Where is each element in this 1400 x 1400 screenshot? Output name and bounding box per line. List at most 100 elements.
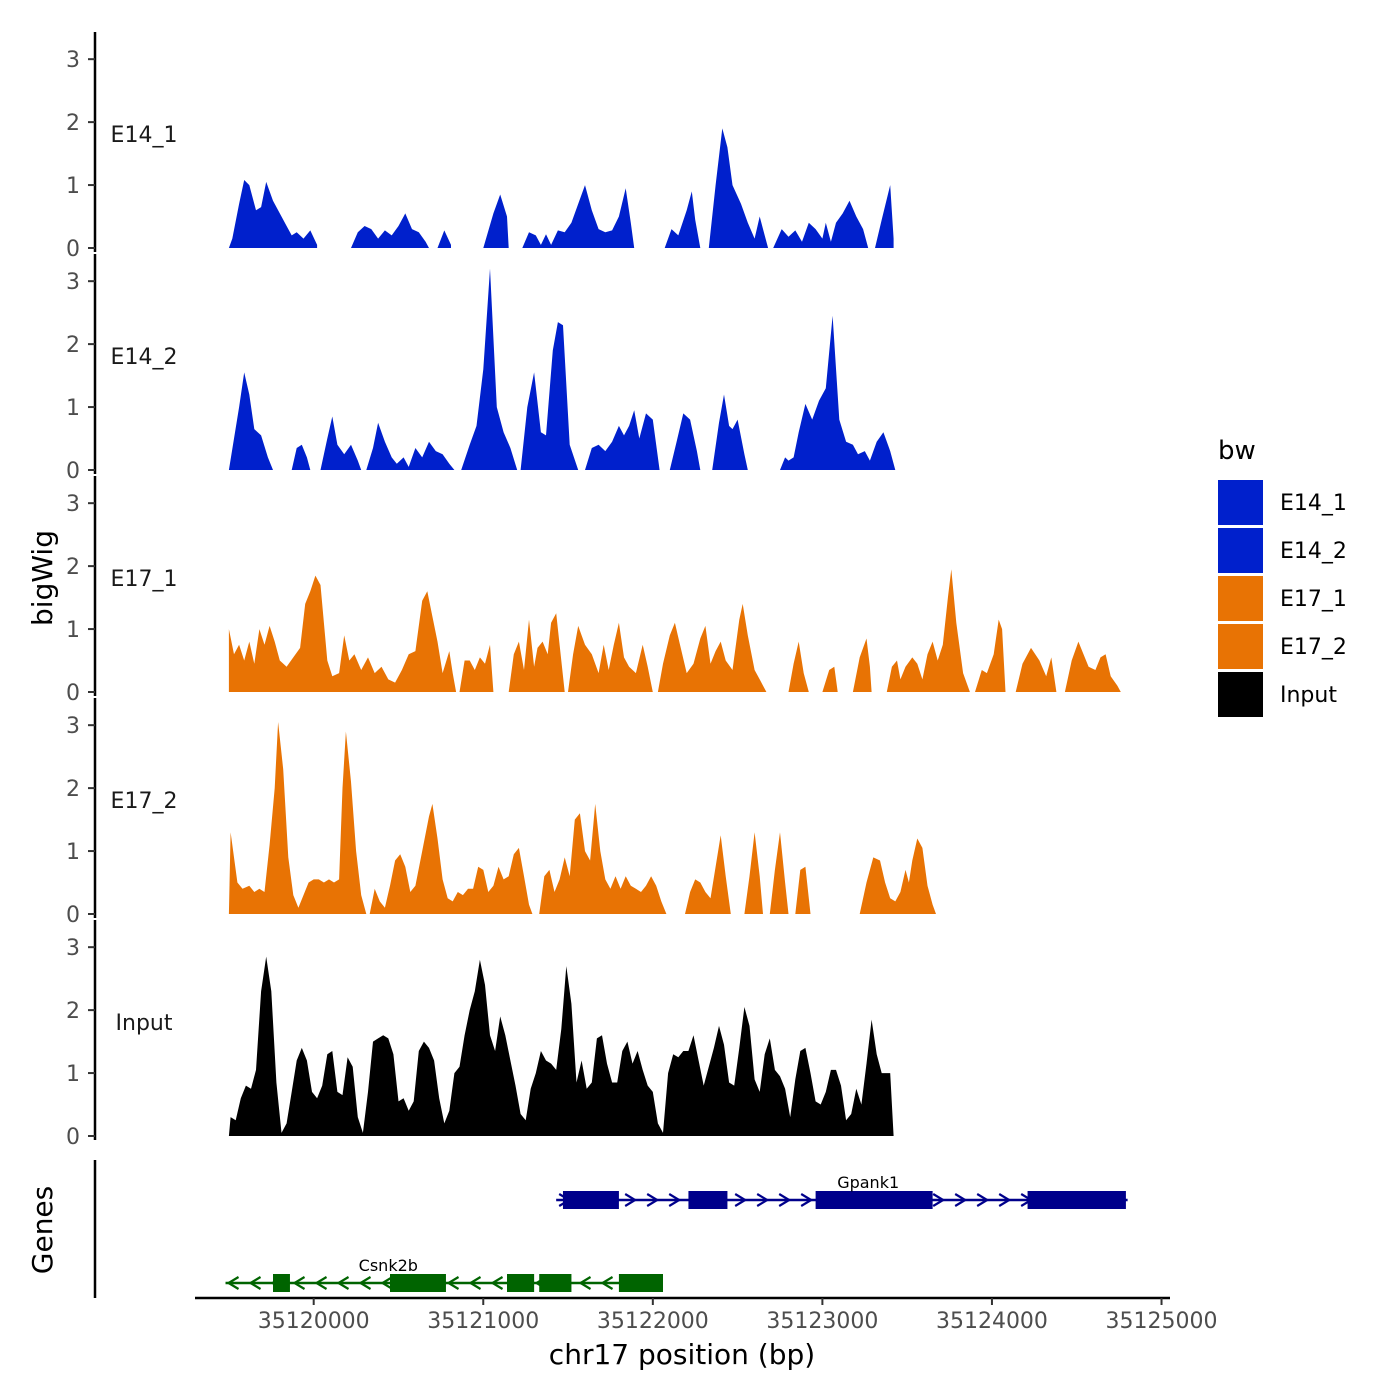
strand-arrow	[998, 1193, 1012, 1207]
strand-arrow	[358, 1276, 372, 1290]
y-tick-label: 0	[66, 459, 80, 484]
exon	[1027, 1191, 1126, 1209]
legend-label: E14_1	[1280, 491, 1347, 516]
track-label: E17_2	[111, 789, 178, 814]
x-tick-label: 35121000	[427, 1309, 539, 1334]
exon	[390, 1274, 446, 1292]
track-E17_2: 0 1 2 3 E17_2	[66, 698, 936, 928]
strand-arrow	[380, 1276, 394, 1290]
y-axis-title: bigWig	[26, 530, 59, 626]
strand-arrow	[248, 1276, 262, 1290]
y-tick-label: 2	[66, 333, 80, 358]
y-tick-label: 2	[66, 111, 80, 136]
y-tick-label: 3	[66, 492, 80, 517]
track-label: E14_2	[111, 345, 178, 370]
gene-Csnk2b: Csnk2b	[225, 1256, 663, 1292]
y-tick-label: 1	[66, 840, 80, 865]
strand-arrow	[336, 1276, 350, 1290]
strand-arrow	[976, 1193, 990, 1207]
legend-swatch	[1218, 576, 1263, 621]
legend-item: Input	[1218, 672, 1337, 717]
legend-label: E17_1	[1280, 587, 1347, 612]
legend-swatch	[1218, 624, 1263, 669]
gene-track: Gpank1 Csnk2b	[93, 1160, 1128, 1298]
legend-item: E14_2	[1218, 528, 1347, 573]
gene-label: Gpank1	[837, 1173, 899, 1192]
strand-arrow	[446, 1276, 460, 1290]
y-tick-label: 1	[66, 1062, 80, 1087]
track-Input: 0 1 2 3 Input	[66, 920, 894, 1150]
track-panels: 0 1 2 3 E14_1 0 1 2 3 E14_2 0 1 2 3 E17_1 0 1 2 3 E17_2 0 1 2 3…	[66, 32, 1121, 1150]
strand-arrow	[314, 1276, 328, 1290]
series-area-E14_1	[228, 128, 894, 248]
exon	[539, 1274, 572, 1292]
y-tick-label: 3	[66, 936, 80, 961]
track-label: E17_1	[111, 567, 178, 592]
y-tick-label: 1	[66, 396, 80, 421]
legend-swatch	[1218, 528, 1263, 573]
legend-label: E14_2	[1280, 539, 1347, 564]
legend-title: bw	[1218, 436, 1256, 466]
y-tick-label: 2	[66, 777, 80, 802]
strand-arrow	[292, 1276, 306, 1290]
legend-item: E14_1	[1218, 480, 1347, 525]
x-axis: 35120000 35121000 35122000 35123000 35124000…	[195, 1296, 1218, 1334]
x-tick-label: 35124000	[936, 1309, 1048, 1334]
legend-swatch	[1218, 672, 1263, 717]
series-area-Input	[228, 956, 894, 1136]
series-area-E14_2	[228, 268, 896, 470]
legend-label: E17_2	[1280, 635, 1347, 660]
track-E14_2: 0 1 2 3 E14_2	[66, 254, 896, 484]
strand-arrow	[668, 1193, 682, 1207]
y-tick-label: 1	[66, 618, 80, 643]
x-tick-label: 35122000	[597, 1309, 709, 1334]
series-area-E17_2	[228, 722, 936, 914]
strand-arrow	[624, 1193, 638, 1207]
strand-arrow	[468, 1276, 482, 1290]
strand-arrow	[756, 1193, 770, 1207]
strand-arrow	[578, 1276, 592, 1290]
y-tick-label: 2	[66, 555, 80, 580]
y-tick-label: 3	[66, 714, 80, 739]
exon	[562, 1191, 619, 1209]
exon	[815, 1191, 933, 1209]
genes-axis-title: Genes	[26, 1186, 59, 1274]
y-tick-label: 1	[66, 174, 80, 199]
legend-item: E17_2	[1218, 624, 1347, 669]
strand-arrow	[932, 1193, 946, 1207]
strand-arrow	[646, 1193, 660, 1207]
legend-label: Input	[1280, 683, 1337, 708]
y-tick-label: 0	[66, 681, 80, 706]
strand-arrow	[490, 1276, 504, 1290]
legend: bw E14_1 E14_2 E17_1 E17_2 Input	[1218, 436, 1347, 717]
y-tick-label: 0	[66, 1125, 80, 1150]
y-tick-label: 0	[66, 237, 80, 262]
series-area-E17_1	[228, 569, 1121, 692]
x-tick-label: 35120000	[258, 1309, 370, 1334]
strand-arrow	[954, 1193, 968, 1207]
x-tick-label: 35125000	[1106, 1309, 1218, 1334]
y-tick-label: 2	[66, 999, 80, 1024]
strand-arrow	[778, 1193, 792, 1207]
x-axis-title: chr17 position (bp)	[549, 1338, 815, 1371]
strand-arrow	[226, 1276, 240, 1290]
legend-item: E17_1	[1218, 576, 1347, 621]
y-tick-label: 0	[66, 903, 80, 928]
y-tick-label: 3	[66, 48, 80, 73]
track-label: E14_1	[111, 123, 178, 148]
track-E17_1: 0 1 2 3 E17_1	[66, 476, 1121, 706]
strand-arrow	[734, 1193, 748, 1207]
gene-label: Csnk2b	[359, 1256, 418, 1275]
strand-arrow	[800, 1193, 814, 1207]
exon	[273, 1274, 290, 1292]
gene-Gpank1: Gpank1	[556, 1173, 1128, 1209]
exon	[688, 1191, 728, 1209]
x-tick-label: 35123000	[766, 1309, 878, 1334]
y-tick-label: 3	[66, 270, 80, 295]
strand-arrow	[600, 1276, 614, 1290]
track-E14_1: 0 1 2 3 E14_1	[66, 32, 894, 262]
exon	[618, 1274, 663, 1292]
track-label: Input	[116, 1011, 173, 1036]
exon	[507, 1274, 535, 1292]
